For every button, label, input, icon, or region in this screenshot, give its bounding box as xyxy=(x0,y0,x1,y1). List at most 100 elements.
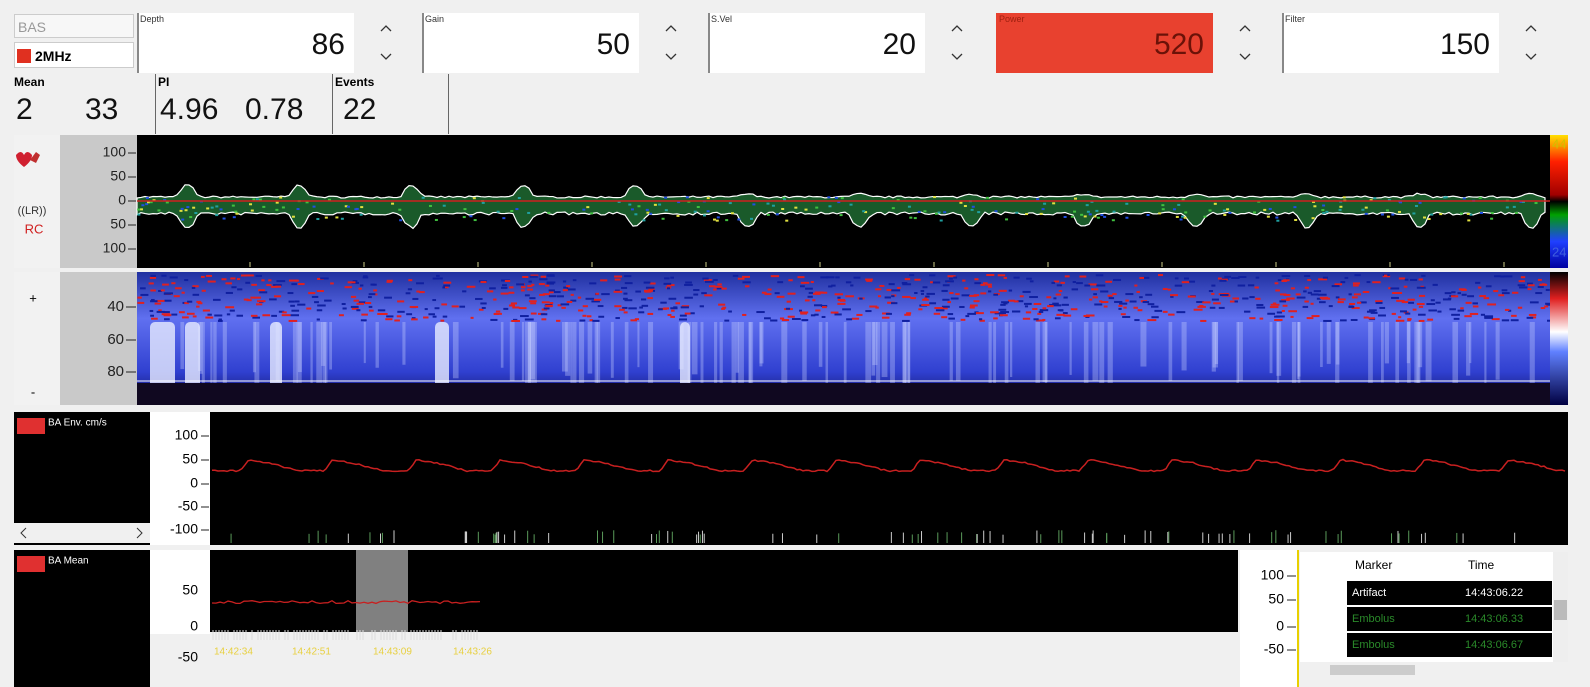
axis-label: 50 xyxy=(1268,591,1284,607)
mmode-noise xyxy=(1063,312,1068,314)
mmode-noise xyxy=(549,289,555,291)
mmode-noise xyxy=(501,287,507,289)
mmode-noise xyxy=(1512,292,1518,294)
spectrum-speckle xyxy=(835,197,838,199)
mmode-noise xyxy=(663,307,669,309)
mmode-noise xyxy=(835,293,843,295)
mmode-noise xyxy=(615,317,619,319)
mmode-noise xyxy=(1143,301,1149,303)
spectrum-speckle xyxy=(502,217,505,219)
mmode-noise xyxy=(1184,277,1189,279)
mmode-noise xyxy=(974,282,981,284)
mmode-noise xyxy=(1475,282,1480,284)
mmode-noise xyxy=(1407,319,1411,321)
mmode-noise xyxy=(1030,280,1034,282)
spectrum-speckle xyxy=(360,214,363,216)
mmode-noise xyxy=(586,298,595,300)
control-label: Filter xyxy=(1285,14,1305,24)
spectrum-speckle xyxy=(1209,209,1212,211)
mmode-noise xyxy=(416,282,424,284)
mmode-noise xyxy=(990,311,999,313)
spectrum-speckle xyxy=(275,209,278,211)
mmode-noise xyxy=(947,301,950,303)
mmode-noise xyxy=(539,278,547,280)
mmode-noise xyxy=(1428,309,1437,311)
trend-label: BA Env. cm/s xyxy=(48,418,107,429)
mmode-noise xyxy=(628,307,636,309)
mmode-noise xyxy=(1353,285,1359,287)
mmode-noise xyxy=(980,284,985,286)
mmode-noise xyxy=(317,309,322,311)
spectrum-speckle xyxy=(137,209,140,211)
mmode-noise xyxy=(1105,281,1112,283)
increase-button xyxy=(1526,26,1536,31)
mmode-noise xyxy=(988,290,991,292)
mmode-noise xyxy=(1257,307,1266,309)
mmode-noise xyxy=(1351,319,1358,321)
mmode-noise xyxy=(1130,301,1137,303)
mmode-noise xyxy=(1368,317,1374,319)
mmode-noise xyxy=(150,275,156,277)
mmode-noise xyxy=(411,318,418,320)
mmode-noise xyxy=(274,295,281,297)
mode-select[interactable]: BAS xyxy=(14,14,134,38)
mmode-noise xyxy=(140,294,148,296)
mmode-noise xyxy=(846,281,851,283)
control-value: 20 xyxy=(708,28,916,62)
spectrum-speckle xyxy=(703,214,706,216)
mmode-noise xyxy=(865,310,871,312)
mmode-noise xyxy=(801,319,808,321)
spectrum-speckle xyxy=(772,205,775,207)
mmode-noise xyxy=(369,293,376,295)
mmode-noise xyxy=(1148,303,1155,305)
mmode-noise xyxy=(394,319,400,321)
mmode-noise xyxy=(1238,276,1246,278)
spectrum-speckle xyxy=(1443,196,1446,198)
spectrum-speckle xyxy=(1423,217,1426,219)
mmode-noise xyxy=(1486,285,1492,287)
mmode-streak xyxy=(989,322,992,383)
spectrum-speckle xyxy=(220,208,223,210)
spectrum-speckle xyxy=(1480,212,1483,214)
mmode-noise xyxy=(1012,311,1020,313)
mmode-noise xyxy=(891,295,894,297)
mmode-noise xyxy=(788,279,792,281)
mmode-noise xyxy=(1260,318,1264,320)
mmode-noise xyxy=(1320,297,1328,299)
mmode-noise xyxy=(595,293,599,295)
spectrum-speckle xyxy=(297,208,300,210)
mmode-streak xyxy=(732,322,736,384)
mmode-noise xyxy=(505,280,510,282)
mmode-noise xyxy=(1073,281,1076,283)
mmode-noise xyxy=(926,293,934,295)
dropdown-arrow xyxy=(118,55,126,56)
mmode-streak xyxy=(865,322,871,393)
mmode-noise xyxy=(529,300,537,302)
mmode-noise xyxy=(831,285,835,287)
mmode-noise xyxy=(137,302,144,304)
mmode-noise xyxy=(664,283,672,285)
probe-select[interactable]: 2MHz xyxy=(14,42,134,68)
spectrum-speckle xyxy=(1253,211,1256,213)
readout-value: 4.96 xyxy=(160,93,218,127)
axis-label: 100 xyxy=(103,240,127,256)
spectrum-speckle xyxy=(737,218,740,220)
spectrum-speckle xyxy=(463,208,466,210)
mmode-streak xyxy=(570,322,572,386)
mmode-noise xyxy=(745,285,749,287)
mmode-noise xyxy=(493,299,496,301)
spectrum-speckle xyxy=(1263,209,1266,211)
envelope-bg xyxy=(210,412,1568,545)
mmode-noise xyxy=(541,313,547,315)
mmode-noise xyxy=(1158,274,1163,276)
mmode-noise xyxy=(255,297,261,299)
spectrum-speckle xyxy=(971,209,974,211)
mmode-noise xyxy=(386,315,393,317)
mmode-noise xyxy=(713,279,718,281)
spectrum-speckle xyxy=(1036,198,1039,200)
mmode-noise xyxy=(282,314,291,316)
mmode-noise xyxy=(681,306,689,308)
spectrum-speckle xyxy=(181,219,184,221)
mmode-noise xyxy=(539,283,545,285)
spectrum-speckle xyxy=(1267,216,1270,218)
